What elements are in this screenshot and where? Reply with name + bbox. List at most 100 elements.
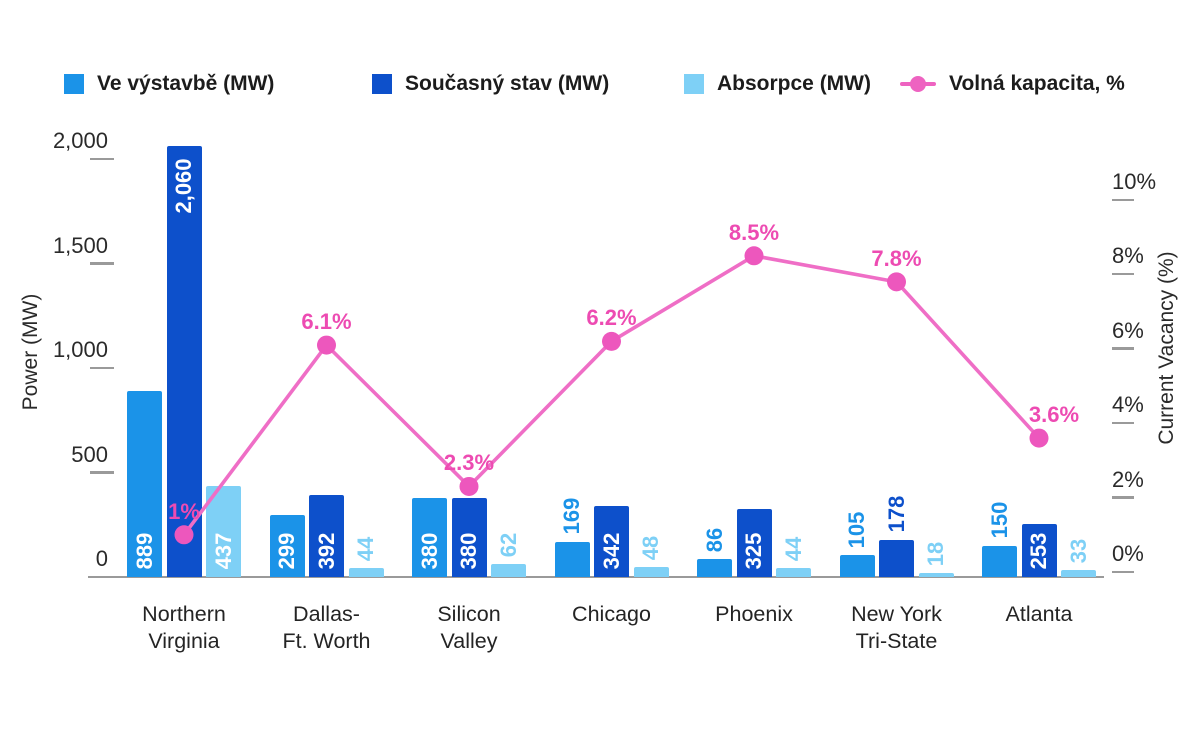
bar-value-label: 105 [844, 511, 869, 549]
bar [348, 567, 384, 577]
bar-value-label: 380 [416, 532, 442, 569]
left-axis-tick-label: 1,500 [52, 232, 108, 258]
x-axis-category-label: Silicon Valley [437, 601, 500, 655]
bar-value-label: 169 [559, 497, 584, 535]
bar-value-label: 62 [495, 532, 521, 558]
bar-value-label: 150 [986, 501, 1012, 539]
bar-value-label: 437 [210, 532, 236, 569]
x-axis-category-label: New York Tri-State [851, 601, 942, 655]
legend-item-ve-vystavbe: Ve výstavbě (MW) [64, 72, 274, 96]
left-axis-tick-label: 0 [95, 546, 108, 571]
vacancy-value-label: 8.5% [728, 219, 780, 245]
legend-label-soucasny-stav: Současný stav (MW) [405, 72, 610, 95]
bar-value-label: 380 [456, 532, 481, 569]
legend-swatch-ve-vystavbe [64, 74, 84, 94]
right-axis-tick-label: 2% [1112, 466, 1144, 492]
legend-item-soucasny-stav: Současný stav (MW) [372, 72, 609, 96]
vacancy-value-label: 3.6% [1028, 402, 1080, 428]
right-axis-tick-mark [1112, 570, 1134, 573]
bar-value-label: 299 [274, 532, 299, 569]
bar [879, 539, 914, 577]
right-axis-tick-label: 4% [1112, 392, 1144, 418]
right-axis-tick-mark [1112, 198, 1134, 201]
bar [633, 566, 669, 577]
vacancy-marker [459, 476, 479, 496]
x-axis-category-line: Ft. Worth [282, 629, 371, 653]
legend-swatch-absorpce [684, 74, 704, 94]
x-axis-category-label: Atlanta [1006, 601, 1073, 628]
bar-value-label: 342 [598, 532, 624, 569]
right-axis-tick-mark [1112, 347, 1134, 350]
left-axis-tick-mark [90, 157, 114, 160]
bar-value-label: 325 [741, 532, 766, 569]
bar [918, 573, 954, 577]
bar [697, 559, 732, 577]
right-axis-tick-label: 8% [1112, 243, 1144, 269]
bar [127, 391, 162, 577]
bar [982, 545, 1017, 577]
x-axis-category-line: Phoenix [715, 602, 793, 626]
x-axis-category-label: Chicago [572, 601, 651, 628]
legend-label-absorpce: Absorpce (MW) [717, 72, 871, 95]
legend-label-ve-vystavbe: Ve výstavbě (MW) [97, 72, 275, 95]
bar-value-label: 44 [780, 536, 806, 561]
bar-value-label: 2,060 [171, 158, 196, 214]
vacancy-value-label: 6.2% [586, 305, 637, 331]
legend-swatch-soucasny-stav [372, 74, 392, 94]
x-axis-category-line: Silicon [437, 602, 501, 626]
x-axis-category-line: Chicago [572, 602, 651, 626]
right-axis-tick-mark [1112, 272, 1134, 276]
x-axis-category-line: New York [851, 602, 942, 626]
bar-value-label: 178 [883, 496, 909, 533]
left-axis-tick-label: 500 [71, 441, 108, 467]
bar [1061, 570, 1096, 577]
legend-label-volna-kapacita: Volná kapacita, % [949, 72, 1125, 95]
right-axis-tick-label: 0% [1112, 541, 1144, 566]
left-axis-tick-label: 2,000 [52, 128, 108, 153]
left-axis-tick-mark [90, 471, 114, 474]
vacancy-marker [744, 246, 764, 266]
x-axis-category-label: Phoenix [715, 601, 793, 628]
vacancy-line [182, 253, 1041, 536]
vacancy-marker [887, 272, 906, 292]
bar-value-label: 48 [638, 535, 663, 560]
vacancy-marker [1029, 428, 1049, 448]
bar [839, 555, 875, 577]
line-dot-marker-icon [900, 74, 936, 94]
right-axis-tick-label: 10% [1112, 169, 1157, 194]
x-axis-category-line: Dallas- [293, 602, 360, 626]
left-axis-tick-mark [90, 262, 114, 265]
x-axis-category-label: Northern Virginia [142, 601, 226, 655]
x-axis-category-line: Valley [440, 629, 498, 653]
bar-value-label: 33 [1065, 538, 1091, 564]
legend-line-dot [910, 76, 926, 92]
right-axis-tick-mark [1112, 421, 1134, 425]
vacancy-marker [602, 331, 621, 351]
bar-value-label: 392 [313, 532, 339, 569]
x-axis-category-line: Northern [142, 602, 226, 626]
right-axis-tick-mark [1112, 496, 1134, 499]
x-axis-category-line: Atlanta [1005, 602, 1073, 626]
bar-value-label: 18 [923, 541, 948, 567]
vacancy-marker [317, 335, 336, 355]
vacancy-value-label: 2.3% [443, 450, 495, 476]
legend-item-absorpce: Absorpce (MW) [684, 72, 871, 96]
x-axis-category-label: Dallas- Ft. Worth [282, 601, 370, 655]
x-axis-category-line: Virginia [148, 629, 220, 653]
vacancy-value-label: 1% [168, 498, 200, 524]
left-axis-tick-label: 1,000 [52, 337, 108, 362]
bar [554, 541, 590, 577]
bar-value-label: 889 [131, 532, 157, 569]
right-axis-tick-label: 6% [1112, 317, 1144, 343]
vacancy-value-label: 6.1% [301, 309, 352, 335]
bar-value-label: 44 [353, 536, 378, 561]
right-axis-title: Current Vacancy (%) [1155, 251, 1178, 445]
legend-item-volna-kapacita: Volná kapacita, % [900, 72, 1125, 96]
vacancy-value-label: 7.8% [871, 245, 922, 271]
bar-value-label: 253 [1026, 532, 1051, 569]
left-axis-tick-mark [90, 575, 114, 578]
bar-value-label: 86 [701, 527, 727, 553]
x-axis-category-line: Tri-State [855, 629, 938, 653]
bar [776, 567, 811, 577]
